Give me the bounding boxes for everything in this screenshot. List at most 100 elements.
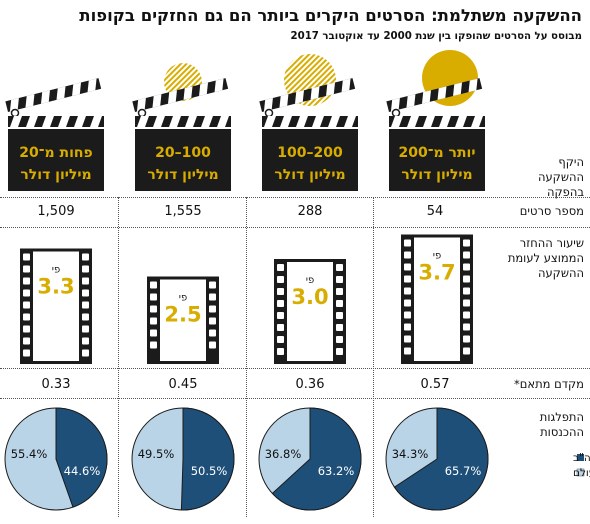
clapper-stripe [153, 116, 165, 127]
clapper-slate [8, 129, 104, 191]
budget-unit-label: מיליון דולר [274, 167, 345, 183]
clapper-bar [389, 116, 485, 127]
clapper-stripe [310, 86, 320, 100]
coefficient-value: 0.57 [420, 377, 450, 392]
clapper-stripe [455, 116, 467, 127]
clapper-stripe [312, 116, 324, 127]
film-perforation [336, 300, 343, 307]
film-perforation [277, 288, 284, 295]
film-count: 288 [297, 204, 323, 219]
clapper-stripe [391, 116, 403, 127]
clapper-stripe [183, 86, 193, 100]
film-perforation [23, 337, 30, 345]
budget-unit-label: מיליון דולר [401, 167, 472, 183]
clapper-stripe [341, 78, 351, 93]
clapper-stripe [423, 116, 435, 127]
legend-swatch-usa [577, 454, 584, 461]
pie-slice-usa [180, 407, 235, 511]
clapper-stripe [26, 116, 38, 127]
legend-label-world: שאר העולם [573, 467, 590, 479]
clapper-stripe [326, 82, 336, 97]
clapper-bar [135, 116, 231, 127]
clapper-stripe [58, 116, 70, 127]
clapper-stripe [74, 116, 86, 127]
film-perforation [23, 277, 30, 285]
pie-slice-usa [55, 407, 108, 508]
clapper-arm [132, 78, 229, 112]
film-perforation [209, 293, 216, 301]
film-perforation [463, 239, 470, 247]
clapper-arm [5, 78, 102, 112]
film-perforation [150, 329, 157, 337]
film-perforation [23, 289, 30, 297]
clapper-stripe [214, 78, 224, 93]
film-perforation [404, 287, 411, 295]
clapper-slate [262, 129, 358, 191]
clapper-stripe [56, 86, 66, 100]
page-subtitle: מבוסס על הסרטים שהופקו בין שנת 2000 עד א… [290, 31, 582, 42]
pie-label-usa: 44.6% [64, 464, 101, 478]
multiple-value: 3.0 [291, 285, 328, 309]
legend-label-usa: ארה"ב [573, 452, 590, 464]
film-perforation [336, 348, 343, 355]
film-perforation [463, 323, 470, 331]
multiple-value: 3.7 [418, 261, 455, 285]
clapper-stripe [9, 97, 19, 112]
clapper-hinge [264, 108, 274, 118]
clapper-arm [259, 78, 356, 112]
clapper-stripe [344, 116, 356, 127]
film-perforation [150, 317, 157, 325]
clapper-hinge [137, 108, 147, 118]
row-divider [0, 368, 590, 369]
clapper-stripe [199, 82, 209, 97]
film-perforation [463, 299, 470, 307]
clapper-hinge [10, 108, 20, 118]
clapper-stripe [40, 90, 50, 104]
pie-label-usa: 63.2% [318, 464, 355, 478]
clapper-stripe [264, 116, 276, 127]
multiple-value: 2.5 [164, 303, 201, 327]
clapper-stripe [390, 97, 400, 112]
clapper-stripe [136, 97, 146, 112]
clapper-slate [389, 129, 485, 191]
film-perforation [277, 276, 284, 283]
multiple-prefix: פי [433, 251, 441, 262]
clapper-stripe [42, 116, 54, 127]
film-perforation [277, 336, 284, 343]
pie-label-world: 55.4% [11, 447, 48, 461]
film-perforation [404, 311, 411, 319]
row-divider [0, 197, 590, 198]
column-divider [118, 197, 119, 517]
film-perforation [23, 253, 30, 261]
pie-slice-usa [393, 407, 489, 511]
clapper-stripe [468, 78, 478, 93]
clapper-stripe [87, 78, 97, 93]
clapper-stripe [25, 94, 35, 108]
budget-range-label: פחות מ־20 [19, 145, 93, 161]
film-perforation [404, 251, 411, 259]
film-perforation [209, 329, 216, 337]
film-perforation [404, 335, 411, 343]
film-perforation [82, 349, 89, 357]
clapper-arm-base [5, 78, 102, 112]
film-perforation [404, 275, 411, 283]
film-perforation [82, 301, 89, 309]
clapper-stripe [167, 90, 177, 104]
film-perforation [463, 275, 470, 283]
clapper-bar [262, 116, 358, 127]
film-perforation [209, 317, 216, 325]
row-divider [0, 398, 590, 399]
film-perforation [277, 312, 284, 319]
film-perforation [82, 265, 89, 273]
film-perforation [82, 253, 89, 261]
budget-range-label: 100–20 [155, 145, 211, 161]
clapper-hinge [391, 108, 401, 118]
film-perforation [463, 347, 470, 355]
film-perforation [150, 305, 157, 313]
clapper-slate [135, 129, 231, 191]
budget-range-label: 200–100 [277, 145, 343, 161]
clapper-stripe [169, 116, 181, 127]
clapper-arm [386, 78, 483, 112]
film-frame [287, 262, 333, 361]
film-perforation [463, 287, 470, 295]
